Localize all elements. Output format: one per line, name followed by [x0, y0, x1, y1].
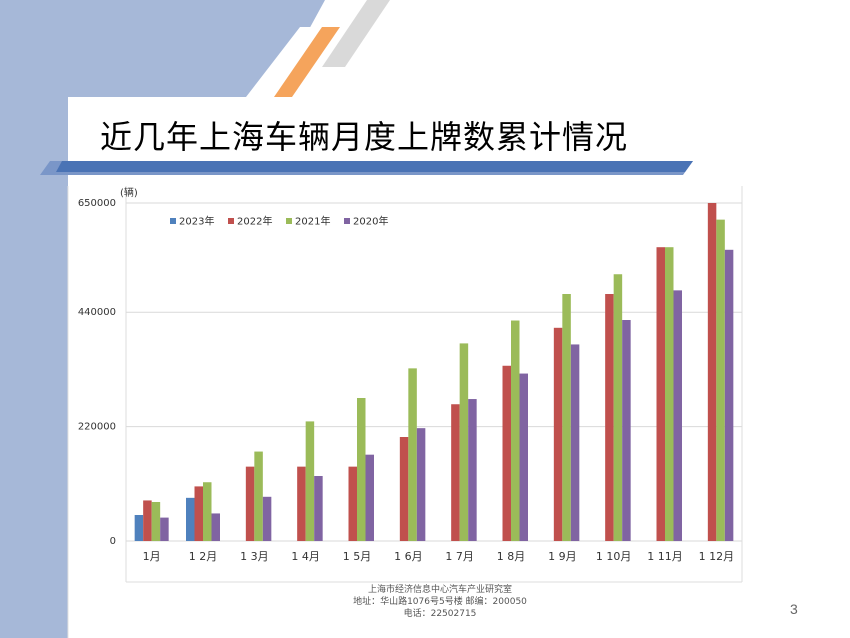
bar-2022年-1 7月: [451, 404, 460, 541]
bar-2020年-1 6月: [416, 428, 426, 541]
bar-2022年-1 11月: [656, 247, 665, 541]
page-number: 3: [790, 601, 798, 617]
bar-2022年-1 8月: [502, 365, 511, 541]
bar-2021年-1 3月: [254, 451, 263, 541]
bar-2022年-1 9月: [553, 327, 563, 541]
bar-2020年-1 2月: [211, 513, 220, 541]
footer-address: 地址：华山路1076号5号楼 邮编：200050: [353, 597, 527, 607]
x-tick-label: 1 12月: [699, 550, 735, 563]
bar-2021年-1 6月: [408, 368, 417, 541]
slide-title: 近几年上海车辆月度上牌数累计情况: [100, 118, 629, 156]
bar-2021年-1 12月: [716, 219, 725, 541]
y-axis-label: (辆): [120, 186, 138, 199]
y-tick-label: 220000: [78, 422, 116, 433]
y-tick-label: 0: [110, 536, 116, 547]
bars: [134, 203, 734, 542]
legend-label: 2020年: [353, 215, 388, 228]
bar-2020年-1 3月: [262, 496, 272, 541]
y-tick-label: 440000: [78, 307, 116, 318]
x-tick-label: 1 8月: [497, 550, 526, 563]
bar-2020年-1 7月: [468, 399, 477, 541]
bar-2022年-1 6月: [399, 437, 409, 541]
y-ticks: 0 220000 440000 650000: [78, 198, 116, 547]
bar-2022年-1 10月: [605, 294, 614, 541]
footer: 上海市经济信息中心汽车产业研究室 地址：华山路1076号5号楼 邮编：20005…: [300, 584, 580, 620]
orange-stripe: [274, 27, 340, 97]
left-panel: [0, 0, 68, 638]
x-tick-label: 1 9月: [548, 550, 577, 563]
x-tick-label: 1 5月: [343, 550, 372, 563]
y-tick-label: 650000: [78, 198, 116, 209]
x-tick-label: 1 4月: [291, 550, 320, 563]
x-tick-label: 1 11月: [647, 550, 683, 563]
x-tick-label: 1 7月: [445, 550, 474, 563]
bar-2020年-1 5月: [365, 454, 374, 541]
legend-label: 2021年: [295, 215, 330, 228]
bar-2020年-1 11月: [673, 290, 682, 541]
x-tick-label: 1 3月: [240, 550, 269, 563]
footer-org: 上海市经济信息中心汽车产业研究室: [367, 585, 512, 595]
top-panel: [68, 0, 325, 97]
legend-label: 2023年: [179, 215, 214, 228]
bar-2021年-1 10月: [613, 274, 623, 541]
footer-phone: 电话：22502715: [403, 609, 477, 619]
legend-swatch: [286, 218, 292, 224]
bar-2023年-1 2月: [186, 497, 195, 541]
bar-2020年-1 9月: [570, 344, 580, 541]
x-tick-label: 1 6月: [394, 550, 423, 563]
bar-2020年-1 12月: [724, 249, 734, 542]
bar-2021年-1 4月: [305, 421, 315, 541]
bar-2021年-1 9月: [562, 294, 571, 541]
bar-2021年-1 7月: [459, 343, 469, 541]
bar-2022年-1月: [143, 500, 152, 541]
bar-2022年-1 3月: [245, 466, 255, 541]
legend-swatch: [170, 218, 176, 224]
bar-2022年-1 2月: [194, 486, 203, 541]
bar-2020年-1 4月: [314, 476, 323, 541]
x-tick-label: 1月: [143, 550, 161, 563]
bar-2021年-1 8月: [511, 320, 520, 541]
bar-2021年-1 2月: [203, 482, 212, 541]
legend-swatch: [228, 218, 234, 224]
legend-label: 2022年: [237, 215, 272, 228]
title-band: [56, 161, 693, 172]
legend-swatch: [344, 218, 350, 224]
x-tick-label: 1 2月: [189, 550, 218, 563]
gray-stripe: [322, 0, 390, 67]
bar-2020年-1月: [160, 517, 169, 541]
bar-2023年-1月: [134, 515, 144, 541]
bar-2022年-1 12月: [707, 203, 717, 541]
legend: 2023年 2022年 2021年 2020年: [170, 215, 388, 228]
bar-2022年-1 5月: [348, 466, 357, 541]
x-tick-label: 1 10月: [596, 550, 632, 563]
bar-2021年-1 5月: [357, 398, 366, 541]
bar-2020年-1 8月: [519, 373, 528, 541]
bar-2021年-1月: [151, 502, 161, 541]
bar-2021年-1 11月: [665, 247, 674, 541]
bar-2022年-1 4月: [297, 466, 306, 541]
gridlines: [126, 202, 742, 542]
x-ticks: 1月 1 2月 1 3月 1 4月 1 5月 1 6月 1 7月 1 8月 1 9月 1 10月 1…: [143, 550, 734, 563]
bar-2020年-1 10月: [622, 320, 631, 541]
